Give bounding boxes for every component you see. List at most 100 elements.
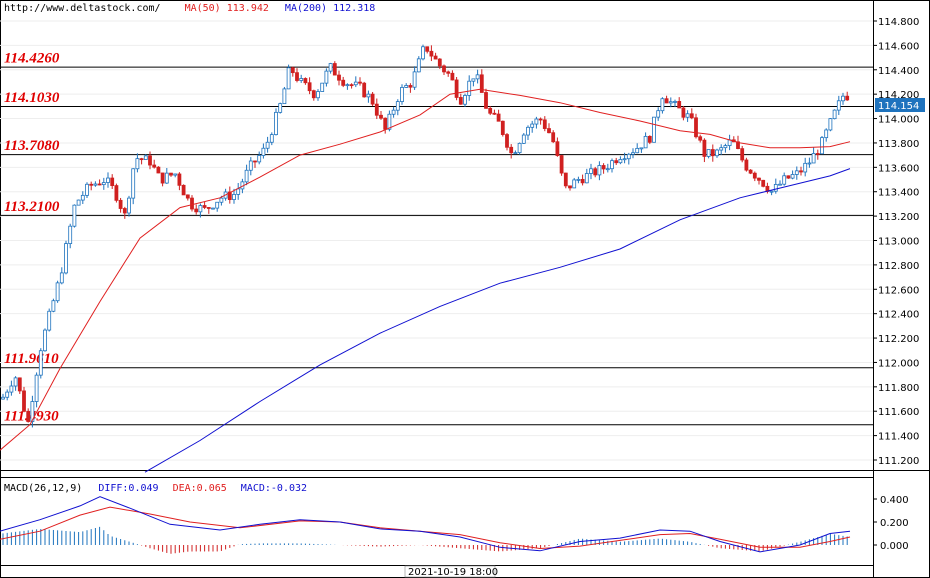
candle-body — [719, 147, 724, 151]
candle-body — [311, 90, 316, 99]
candle-body — [202, 205, 207, 208]
candle-body — [68, 225, 73, 245]
dea-value: 0.065 — [196, 483, 227, 494]
candle-body — [547, 128, 551, 134]
chart-header: http://www.deltastock.com/ MA(50) 113.94… — [4, 3, 375, 14]
candle-body — [236, 188, 241, 195]
candle-body — [450, 72, 455, 81]
candle-body — [43, 329, 47, 352]
candle-body — [778, 183, 782, 186]
candle-body — [698, 136, 703, 141]
candle-body — [538, 118, 543, 121]
price-tick-label: 114.600 — [878, 41, 919, 52]
candle-body — [631, 152, 635, 155]
level-label: 113.7080 — [4, 138, 60, 154]
candle-body — [9, 385, 14, 393]
candle-body — [416, 58, 421, 73]
candle-body — [702, 139, 707, 157]
diff-line — [0, 496, 851, 553]
candle-body — [332, 63, 337, 76]
candle-body — [824, 129, 829, 139]
candle-body — [316, 91, 320, 99]
candle-body — [101, 182, 106, 186]
candle-body — [362, 82, 367, 98]
candle-body — [156, 166, 161, 174]
candle-body — [790, 174, 795, 179]
candle-body — [656, 110, 661, 118]
ma50-label: MA(50) — [184, 3, 221, 14]
candle-body — [542, 119, 547, 129]
site-url[interactable]: http://www.deltastock.com/ — [4, 3, 161, 14]
candle-body — [534, 118, 539, 125]
candle-body — [748, 169, 753, 174]
candle-body — [286, 67, 291, 90]
candle-body — [374, 103, 379, 116]
candle-body — [710, 149, 715, 157]
candle-body — [442, 65, 446, 73]
ma50-line — [0, 88, 851, 451]
level-label: 113.2100 — [4, 199, 60, 215]
candle-body — [152, 164, 157, 168]
candle-body — [647, 135, 652, 143]
candle-body — [89, 183, 94, 186]
candle-body — [584, 173, 589, 184]
candle-body — [820, 137, 824, 155]
candle-body — [190, 197, 194, 210]
candle-body — [51, 300, 56, 312]
candle-body — [341, 79, 346, 86]
macd-tick-label: 0.200 — [880, 518, 909, 529]
candle-body — [391, 109, 396, 115]
candle-body — [841, 95, 845, 102]
candle-body — [639, 147, 644, 150]
candle-body — [303, 78, 308, 84]
candle-body — [169, 172, 173, 176]
candle-body — [521, 134, 526, 144]
candle-body — [253, 160, 257, 163]
candle-body — [458, 97, 463, 105]
candle-body — [320, 82, 325, 92]
dea-line — [0, 506, 851, 550]
candle-body — [652, 116, 656, 143]
candle-body — [164, 172, 169, 184]
macd-title: MACD(26,12,9) — [4, 483, 83, 494]
candle-body — [80, 194, 85, 201]
last-price-tag — [875, 98, 925, 112]
candle-body — [13, 377, 18, 387]
candle-body — [198, 205, 203, 213]
candle-body — [437, 58, 442, 67]
candle-body — [593, 168, 598, 176]
candle-body — [290, 67, 295, 74]
candle-body — [786, 175, 791, 179]
candle-body — [206, 207, 211, 209]
candle-body — [475, 74, 480, 80]
candle-body — [513, 152, 518, 155]
candle-body — [715, 149, 719, 157]
candle-body — [219, 197, 224, 203]
candle-body — [366, 93, 371, 98]
candle-body — [370, 93, 375, 105]
candle-body — [454, 79, 459, 98]
candle-body — [34, 374, 39, 402]
price-tick-label: 114.200 — [878, 90, 919, 101]
candle-body — [173, 173, 178, 176]
candle-body — [610, 160, 614, 170]
candle-body — [278, 103, 283, 113]
candle-body — [135, 158, 140, 170]
candle-body — [353, 81, 358, 86]
candle-body — [467, 80, 472, 96]
candle-body — [227, 191, 232, 200]
candle-body — [177, 173, 182, 186]
candle-body — [446, 71, 451, 74]
candle-body — [626, 153, 631, 160]
candle-body — [685, 113, 690, 118]
macd-label: MACD: — [240, 483, 271, 494]
candle-body — [127, 197, 131, 214]
time-axis-label: 2021-10-19 18:00 — [408, 567, 498, 578]
candle-body — [773, 184, 778, 192]
candle-body — [274, 111, 278, 136]
candle-body — [622, 158, 627, 161]
candle-body — [673, 101, 677, 103]
candle-body — [677, 101, 682, 109]
candle-body — [580, 178, 585, 184]
candle-body — [694, 117, 698, 138]
